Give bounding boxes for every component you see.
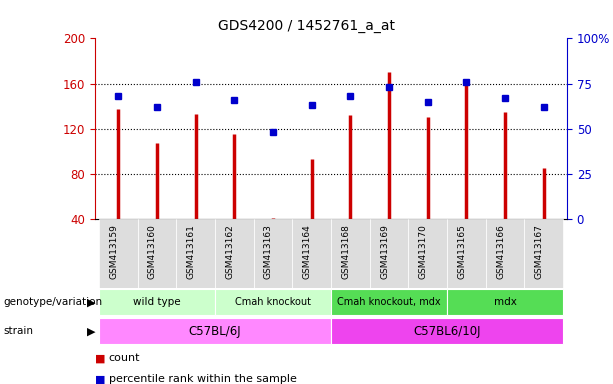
Text: GSM413166: GSM413166: [496, 224, 505, 279]
Bar: [525, 219, 563, 288]
Text: GSM413163: GSM413163: [264, 224, 273, 279]
Text: ▶: ▶: [86, 326, 95, 336]
Bar: [254, 219, 292, 288]
Bar: [99, 318, 331, 344]
Text: Cmah knockout, mdx: Cmah knockout, mdx: [337, 297, 441, 308]
Text: strain: strain: [3, 326, 33, 336]
Text: Cmah knockout: Cmah knockout: [235, 297, 311, 308]
Text: C57BL/6J: C57BL/6J: [189, 325, 242, 338]
Bar: [177, 219, 215, 288]
Text: GSM413162: GSM413162: [226, 224, 234, 279]
Text: GSM413168: GSM413168: [341, 224, 351, 279]
Text: GSM413169: GSM413169: [380, 224, 389, 279]
Text: GSM413165: GSM413165: [457, 224, 466, 279]
Bar: [215, 290, 331, 315]
Text: GSM413164: GSM413164: [303, 224, 311, 279]
Text: genotype/variation: genotype/variation: [3, 297, 102, 308]
Bar: [215, 219, 254, 288]
Bar: [447, 290, 563, 315]
Text: percentile rank within the sample: percentile rank within the sample: [109, 374, 296, 384]
Bar: [99, 290, 215, 315]
Bar: [99, 219, 137, 288]
Text: ■: ■: [95, 374, 109, 384]
Text: count: count: [109, 353, 140, 363]
Text: ▶: ▶: [86, 297, 95, 308]
Bar: [331, 290, 447, 315]
Bar: [447, 219, 485, 288]
Bar: [370, 219, 408, 288]
Text: GSM413170: GSM413170: [419, 224, 428, 279]
Bar: [408, 219, 447, 288]
Text: GSM413161: GSM413161: [186, 224, 196, 279]
Bar: [292, 219, 331, 288]
Text: GSM413159: GSM413159: [109, 224, 118, 279]
Text: GSM413167: GSM413167: [535, 224, 544, 279]
Text: ■: ■: [95, 353, 109, 363]
Bar: [331, 318, 563, 344]
Text: GDS4200 / 1452761_a_at: GDS4200 / 1452761_a_at: [218, 19, 395, 33]
Text: C57BL6/10J: C57BL6/10J: [413, 325, 481, 338]
Text: mdx: mdx: [493, 297, 517, 308]
Text: wild type: wild type: [133, 297, 181, 308]
Text: GSM413160: GSM413160: [148, 224, 157, 279]
Bar: [331, 219, 370, 288]
Bar: [485, 219, 525, 288]
Bar: [137, 219, 177, 288]
